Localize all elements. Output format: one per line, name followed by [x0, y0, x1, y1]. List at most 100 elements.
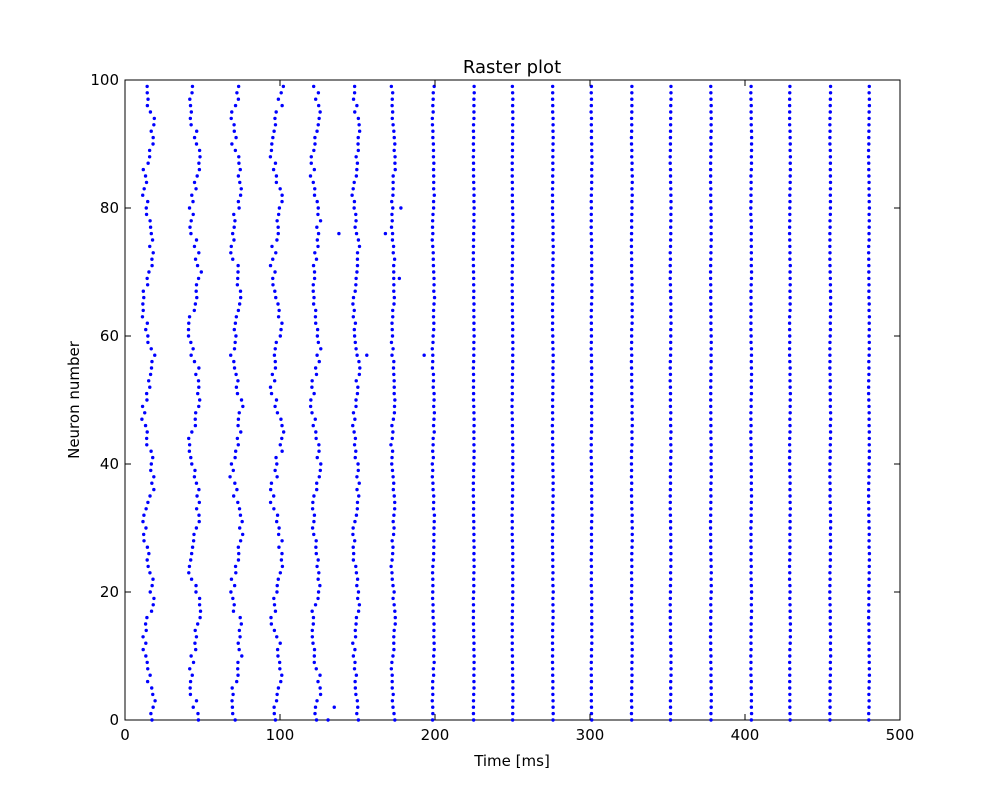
spike-point	[788, 539, 792, 543]
spike-point	[630, 385, 634, 389]
spike-point	[276, 315, 281, 319]
spike-point	[589, 526, 594, 530]
spike-point	[235, 283, 240, 287]
spike-point	[312, 647, 317, 652]
spike-point	[471, 123, 476, 127]
spike-point	[148, 110, 153, 114]
spike-point	[148, 225, 153, 229]
spike-point	[828, 532, 833, 537]
spike-point	[472, 583, 476, 588]
spike-point	[432, 628, 436, 633]
spike-point	[551, 679, 555, 684]
spike-point	[511, 705, 515, 709]
spike-point	[391, 596, 395, 601]
spike-point	[191, 347, 195, 351]
spike-point	[630, 718, 634, 722]
spike-point	[669, 91, 673, 95]
spike-point	[354, 398, 358, 402]
spike-point	[312, 270, 317, 274]
spike-point	[314, 718, 319, 722]
spike-point	[228, 475, 232, 479]
spike-point	[749, 660, 753, 665]
spike-point	[146, 161, 150, 165]
spike-point	[867, 622, 871, 626]
spike-point	[431, 564, 435, 569]
spike-point	[788, 91, 792, 95]
spike-point	[867, 641, 871, 645]
spike-point	[787, 116, 792, 121]
spike-point	[472, 679, 476, 684]
spike-point	[589, 583, 593, 588]
spike-point	[392, 590, 396, 594]
spike-point	[788, 283, 792, 287]
spike-point	[393, 500, 397, 505]
spike-point	[145, 283, 150, 287]
spike-point	[197, 513, 201, 517]
spike-point	[232, 238, 236, 242]
spike-point	[669, 558, 673, 562]
spike-point	[355, 500, 360, 505]
spike-point	[867, 187, 871, 191]
spike-point	[145, 679, 150, 684]
spike-point	[708, 180, 713, 185]
spike-point	[510, 263, 515, 268]
spike-point	[197, 161, 201, 165]
spike-point	[551, 359, 555, 364]
spike-point	[669, 193, 673, 197]
spike-point	[236, 263, 240, 268]
spike-point	[669, 225, 673, 229]
spike-point	[550, 174, 555, 178]
spike-point	[510, 507, 515, 511]
spike-point	[629, 257, 634, 261]
spike-point	[188, 692, 193, 697]
spike-point	[472, 199, 476, 204]
spike-point	[314, 430, 318, 434]
spike-point	[273, 116, 277, 121]
spike-point	[148, 590, 152, 594]
spike-point	[432, 295, 437, 300]
spike-point	[510, 609, 515, 613]
spike-point	[431, 507, 436, 511]
spike-point	[629, 359, 634, 364]
spike-point	[629, 571, 634, 575]
spike-point	[392, 628, 396, 633]
spike-point	[472, 340, 476, 345]
spike-point	[551, 372, 555, 377]
spike-point	[511, 443, 515, 447]
spike-point	[150, 263, 154, 268]
spike-point	[669, 411, 673, 415]
spike-point	[510, 423, 515, 428]
spike-point	[788, 667, 792, 671]
spike-point	[273, 718, 278, 722]
spike-point	[510, 660, 515, 665]
spike-point	[749, 302, 753, 306]
spike-point	[828, 615, 832, 620]
spike-point	[277, 545, 281, 549]
spike-point	[867, 596, 871, 601]
spike-point	[709, 404, 713, 409]
spike-point	[432, 327, 436, 332]
spike-point	[432, 174, 436, 178]
spike-point	[867, 398, 871, 402]
spike-point	[709, 494, 713, 498]
spike-point	[393, 615, 397, 620]
spike-point	[709, 238, 713, 242]
spike-point	[391, 487, 396, 492]
spike-point	[629, 609, 634, 613]
spike-point	[233, 103, 238, 108]
spike-point	[276, 532, 281, 537]
spike-point	[709, 91, 713, 95]
spike-point	[749, 673, 753, 677]
spike-point	[867, 167, 871, 172]
spike-point	[141, 289, 146, 293]
spike-point	[234, 385, 239, 389]
spike-point	[272, 379, 277, 383]
spike-point	[430, 116, 435, 121]
spike-point	[277, 660, 282, 665]
spike-point	[828, 180, 833, 185]
spike-point	[239, 187, 243, 191]
spike-point	[630, 193, 634, 197]
spike-point	[314, 436, 318, 441]
spike-point	[190, 84, 195, 89]
spike-point	[193, 641, 197, 645]
